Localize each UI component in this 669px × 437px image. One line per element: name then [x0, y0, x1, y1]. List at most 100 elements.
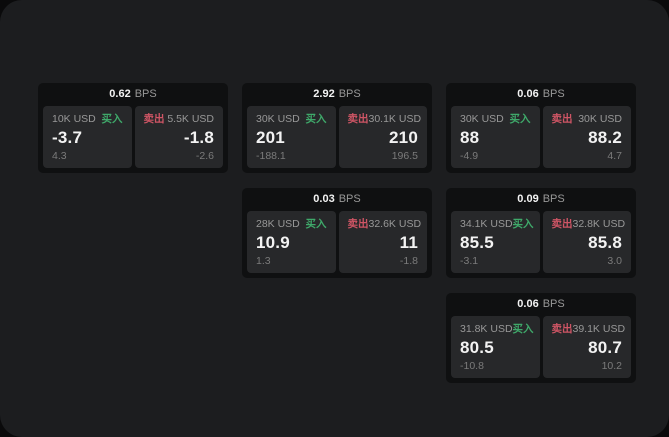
- buy-delta: -10.8: [460, 359, 484, 372]
- sell-amount: 30.1K USD: [368, 113, 422, 125]
- bps-value: 0.62: [109, 88, 131, 100]
- sell-panel-top: 卖出 32.8K USD: [551, 218, 626, 230]
- bps-unit: BPS: [338, 88, 361, 100]
- sell-delta: 10.2: [601, 359, 622, 372]
- buy-label: 买入: [512, 323, 534, 335]
- bps-value: 0.09: [517, 193, 539, 205]
- buy-panel[interactable]: 30K USD 买入 201 -188.1: [247, 106, 336, 168]
- sell-price: 85.8: [588, 232, 622, 252]
- sell-delta: 4.7: [607, 149, 622, 162]
- buy-amount: 34.1K USD: [460, 218, 513, 230]
- buy-amount: 30K USD: [460, 113, 504, 125]
- buy-panel[interactable]: 30K USD 买入 88 -4.9: [451, 106, 540, 168]
- quote-card-body: 10K USD 买入 -3.7 4.3 卖出 5.5K USD -1.8 -2.…: [43, 106, 223, 168]
- sell-panel-top: 卖出 30K USD: [552, 113, 623, 125]
- sell-panel[interactable]: 卖出 5.5K USD -1.8 -2.6: [134, 106, 223, 168]
- buy-delta: 4.3: [52, 149, 67, 162]
- quote-card: 0.09 BPS 34.1K USD 买入 85.5 -3.1 卖出 32.8K…: [446, 188, 636, 278]
- buy-panel-top: 31.8K USD 买入: [460, 323, 534, 335]
- bps-header: 0.09 BPS: [446, 188, 636, 211]
- sell-label: 卖出: [551, 218, 573, 230]
- bps-unit: BPS: [542, 298, 565, 310]
- bps-unit: BPS: [542, 88, 565, 100]
- buy-label: 买入: [512, 218, 534, 230]
- buy-label: 买入: [305, 113, 327, 125]
- sell-amount: 39.1K USD: [572, 323, 626, 335]
- sell-price: 11: [399, 232, 418, 252]
- sell-panel-top: 卖出 30.1K USD: [347, 113, 422, 125]
- buy-panel-top: 34.1K USD 买入: [460, 218, 534, 230]
- buy-price: 201: [256, 127, 285, 147]
- bps-header: 0.06 BPS: [446, 83, 636, 106]
- sell-amount: 5.5K USD: [167, 113, 214, 125]
- quote-card: 0.62 BPS 10K USD 买入 -3.7 4.3 卖出 5.5K USD…: [38, 83, 228, 173]
- buy-panel[interactable]: 28K USD 买入 10.9 1.3: [247, 211, 336, 273]
- bps-header: 0.03 BPS: [242, 188, 432, 211]
- quote-card-body: 28K USD 买入 10.9 1.3 卖出 32.6K USD 11 -1.8: [247, 211, 427, 273]
- sell-amount: 30K USD: [578, 113, 622, 125]
- sell-panel[interactable]: 卖出 32.6K USD 11 -1.8: [338, 211, 427, 273]
- buy-amount: 30K USD: [256, 113, 300, 125]
- sell-label: 卖出: [551, 113, 573, 125]
- quote-card-body: 34.1K USD 买入 85.5 -3.1 卖出 32.8K USD 85.8…: [451, 211, 631, 273]
- sell-label: 卖出: [347, 113, 369, 125]
- sell-amount: 32.6K USD: [368, 218, 422, 230]
- buy-price: 10.9: [256, 232, 290, 252]
- bps-header: 0.06 BPS: [446, 293, 636, 316]
- buy-price: -3.7: [52, 127, 83, 147]
- sell-panel[interactable]: 卖出 30.1K USD 210 196.5: [338, 106, 427, 168]
- buy-delta: -3.1: [460, 254, 479, 267]
- sell-price: -1.8: [183, 127, 214, 147]
- buy-label: 买入: [101, 113, 123, 125]
- bps-header: 0.62 BPS: [38, 83, 228, 106]
- buy-panel[interactable]: 34.1K USD 买入 85.5 -3.1: [451, 211, 540, 273]
- sell-price: 80.7: [588, 337, 622, 357]
- bps-header: 2.92 BPS: [242, 83, 432, 106]
- bps-unit: BPS: [134, 88, 157, 100]
- bps-value: 2.92: [313, 88, 335, 100]
- quote-card-body: 30K USD 买入 201 -188.1 卖出 30.1K USD 210 1…: [247, 106, 427, 168]
- bps-value: 0.06: [517, 88, 539, 100]
- sell-label: 卖出: [551, 323, 573, 335]
- buy-price: 88: [460, 127, 480, 147]
- bps-unit: BPS: [338, 193, 361, 205]
- buy-panel-top: 30K USD 买入: [256, 113, 327, 125]
- sell-panel[interactable]: 卖出 32.8K USD 85.8 3.0: [542, 211, 631, 273]
- buy-panel[interactable]: 31.8K USD 买入 80.5 -10.8: [451, 316, 540, 378]
- sell-panel-top: 卖出 5.5K USD: [144, 113, 215, 125]
- buy-panel-top: 10K USD 买入: [52, 113, 123, 125]
- sell-price: 88.2: [588, 127, 622, 147]
- quote-card: 2.92 BPS 30K USD 买入 201 -188.1 卖出 30.1K …: [242, 83, 432, 173]
- buy-amount: 10K USD: [52, 113, 96, 125]
- sell-panel-top: 卖出 32.6K USD: [348, 218, 422, 230]
- quote-card: 0.03 BPS 28K USD 买入 10.9 1.3 卖出 32.6K US…: [242, 188, 432, 278]
- quote-card-body: 30K USD 买入 88 -4.9 卖出 30K USD 88.2 4.7: [451, 106, 631, 168]
- buy-panel-top: 30K USD 买入: [460, 113, 531, 125]
- sell-delta: -1.8: [399, 254, 418, 267]
- quote-card-body: 31.8K USD 买入 80.5 -10.8 卖出 39.1K USD 80.…: [451, 316, 631, 378]
- sell-delta: 196.5: [391, 149, 418, 162]
- buy-delta: -188.1: [256, 149, 286, 162]
- buy-amount: 31.8K USD: [460, 323, 513, 335]
- buy-delta: 1.3: [256, 254, 271, 267]
- buy-label: 买入: [509, 113, 531, 125]
- sell-panel[interactable]: 卖出 39.1K USD 80.7 10.2: [542, 316, 631, 378]
- buy-amount: 28K USD: [256, 218, 300, 230]
- buy-panel[interactable]: 10K USD 买入 -3.7 4.3: [43, 106, 132, 168]
- quote-card: 0.06 BPS 31.8K USD 买入 80.5 -10.8 卖出 39.1…: [446, 293, 636, 383]
- sell-label: 卖出: [143, 113, 165, 125]
- bps-unit: BPS: [542, 193, 565, 205]
- buy-price: 80.5: [460, 337, 494, 357]
- sell-delta: -2.6: [195, 149, 214, 162]
- sell-price: 210: [389, 127, 418, 147]
- buy-panel-top: 28K USD 买入: [256, 218, 327, 230]
- sell-panel-top: 卖出 39.1K USD: [551, 323, 626, 335]
- sell-delta: 3.0: [607, 254, 622, 267]
- buy-delta: -4.9: [460, 149, 479, 162]
- quote-card: 0.06 BPS 30K USD 买入 88 -4.9 卖出 30K USD 8…: [446, 83, 636, 173]
- cards-grid: 0.62 BPS 10K USD 买入 -3.7 4.3 卖出 5.5K USD…: [38, 83, 636, 383]
- sell-amount: 32.8K USD: [572, 218, 626, 230]
- sell-panel[interactable]: 卖出 30K USD 88.2 4.7: [542, 106, 631, 168]
- buy-price: 85.5: [460, 232, 494, 252]
